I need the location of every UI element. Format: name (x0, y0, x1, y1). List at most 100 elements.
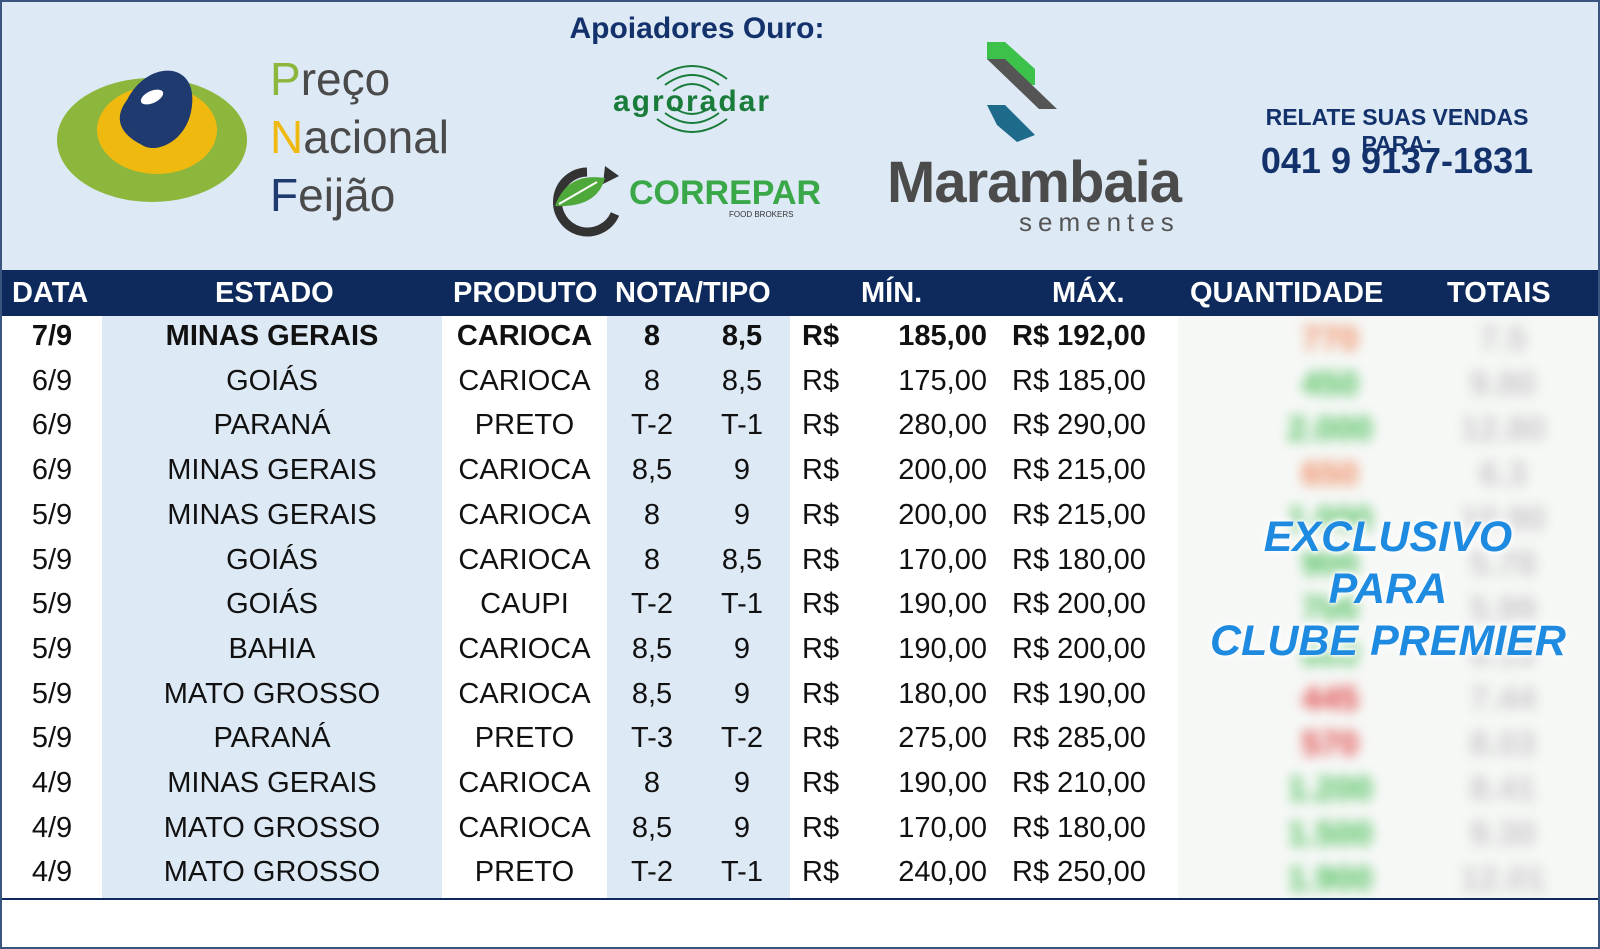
col-header-quantidade: QUANTIDADE (1190, 277, 1384, 309)
cell-date: 6/9 (31, 364, 73, 397)
cell-product: CARIOCA (458, 811, 591, 844)
cell-nota-1: 8 (643, 543, 661, 576)
price-table: 7/9 MINAS GERAIS CARIOCA 8 8,5 R$ 185,00 R$ 192… (2, 316, 1598, 898)
cell-date: 5/9 (31, 543, 73, 576)
cell-state: PARANÁ (213, 409, 331, 442)
header: Preço Nacional Feijão Apoiadores Ouro: a… (2, 2, 1598, 270)
table-row: 6/9 PARANÁ PRETO T-2 T-1 R$ 280,00 R$ 290,00 (2, 405, 1178, 450)
col-header-nota: NOTA/TIPO (615, 277, 771, 309)
cell-min-price: 190,00 (898, 588, 987, 621)
agroradar-logo: agroradar (577, 57, 807, 147)
cell-currency: R$ (802, 320, 840, 352)
cell-state: MATO GROSSO (163, 677, 381, 710)
col-header-max: MÁX. (1052, 277, 1125, 309)
cell-date: 6/9 (31, 454, 73, 487)
cell-nota-2: 9 (733, 454, 751, 487)
cell-currency: R$ (802, 588, 840, 621)
cell-currency: R$ (802, 364, 840, 397)
premium-line: CLUBE PREMIER (1210, 617, 1566, 665)
cell-date: 4/9 (31, 767, 73, 799)
cell-state: MINAS GERAIS (167, 498, 377, 531)
cell-nota-1: 8,5 (631, 632, 673, 665)
marambaia-logo: Marambaia sementes (887, 37, 1187, 237)
cell-nota-1: 8,5 (631, 811, 673, 844)
cell-nota-1: 8 (643, 767, 661, 799)
phone-number[interactable]: 041 9 9137-1831 (1260, 140, 1534, 181)
cell-product: PRETO (474, 722, 575, 755)
cell-max-price: R$ 200,00 (1012, 632, 1146, 665)
agroradar-wordmark: agroradar (612, 85, 772, 118)
column-band-estado (102, 316, 442, 898)
cell-max-price: R$ 180,00 (1012, 811, 1146, 844)
table-row: 5/9 MINAS GERAIS CARIOCA 8 9 R$ 200,00 R$ 215,0… (2, 495, 1178, 540)
cell-product: CARIOCA (458, 498, 591, 531)
cell-product: CARIOCA (458, 454, 591, 487)
cell-date: 4/9 (31, 856, 73, 889)
cell-currency: R$ (802, 767, 840, 799)
cell-nota-2: 9 (733, 811, 751, 844)
cell-min-price: 200,00 (898, 454, 987, 487)
cell-min-price: 280,00 (898, 409, 987, 442)
col-header-produto: PRODUTO (453, 277, 598, 309)
premium-locked-area[interactable]: 770 7.5 450 9.80 2.000 12.80 650 6.3 1.000 10… (1178, 316, 1598, 898)
cell-nota-2: 9 (733, 632, 751, 665)
cell-date: 5/9 (31, 588, 73, 621)
brand-word: reço (300, 53, 391, 105)
table-header: DATA ESTADO PRODUTO NOTA/TIPO MÍN. MÁX. … (2, 270, 1598, 316)
cell-currency: R$ (802, 454, 840, 487)
cell-min-price: 170,00 (898, 543, 987, 576)
cell-max-price: R$ 200,00 (1012, 588, 1146, 621)
supporters-title: Apoiadores Ouro: (569, 12, 825, 45)
premium-exclusive-banner: EXCLUSIVO PARA CLUBE PREMIER (1178, 511, 1598, 667)
brand-word: eijão (298, 169, 396, 221)
cell-nota-1: 8,5 (631, 454, 673, 487)
cell-product: CAUPI (480, 588, 569, 621)
table-row: 5/9 BAHIA CARIOCA 8,5 9 R$ 190,00 R$ 200,00 (2, 629, 1178, 674)
cell-state: PARANÁ (213, 722, 331, 755)
cell-currency: R$ (802, 632, 840, 665)
table-row: 4/9 MINAS GERAIS CARIOCA 8 9 R$ 190,00 R$ 210,0… (2, 763, 1178, 808)
cell-max-price: R$ 290,00 (1012, 409, 1146, 442)
cell-state: GOIÁS (226, 364, 318, 397)
cell-nota-2: 9 (733, 677, 751, 710)
cell-product: CARIOCA (456, 320, 593, 352)
table-row: 7/9 MINAS GERAIS CARIOCA 8 8,5 R$ 185,00 R$ 192… (2, 316, 1178, 361)
cell-currency: R$ (802, 811, 840, 844)
report-sales-label: RELATE SUAS VENDAS PARA: (1265, 104, 1529, 157)
cell-nota-2: T-2 (721, 722, 763, 755)
cell-nota-2: 8,5 (721, 320, 763, 352)
cell-min-price: 190,00 (898, 767, 987, 799)
cell-min-price: 180,00 (898, 677, 987, 710)
brand-letter: P (270, 53, 301, 105)
cell-nota-1: 8 (643, 364, 661, 397)
cell-nota-1: T-2 (631, 409, 673, 442)
cell-min-price: 200,00 (898, 498, 987, 531)
cell-state: MINAS GERAIS (167, 767, 377, 799)
marambaia-wordmark: Marambaia (887, 150, 1182, 215)
cell-product: PRETO (474, 409, 575, 442)
table-row: 5/9 PARANÁ PRETO T-3 T-2 R$ 275,00 R$ 285,00 (2, 718, 1178, 763)
cell-nota-2: 9 (733, 767, 751, 799)
cell-nota-1: 8,5 (631, 677, 673, 710)
cell-product: CARIOCA (458, 677, 591, 710)
table-row: 6/9 GOIÁS CARIOCA 8 8,5 R$ 175,00 R$ 185,00 (2, 361, 1178, 406)
cell-currency: R$ (802, 543, 840, 576)
correpar-subtitle: FOOD BROKERS (729, 210, 794, 219)
leaf-recycle-icon (553, 166, 620, 237)
premium-line: PARA (1328, 565, 1448, 613)
bean-logo-icon (57, 70, 247, 202)
cell-nota-2: T-1 (721, 856, 763, 889)
cell-min-price: 185,00 (898, 320, 987, 352)
cell-nota-2: T-1 (721, 588, 763, 621)
cell-max-price: R$ 190,00 (1012, 677, 1146, 710)
cell-nota-2: 8,5 (721, 543, 763, 576)
brand-word: acional (303, 111, 450, 163)
cell-min-price: 275,00 (898, 722, 987, 755)
cell-nota-1: T-2 (631, 588, 673, 621)
cell-date: 7/9 (31, 320, 73, 352)
table-row: 5/9 GOIÁS CARIOCA 8 8,5 R$ 170,00 R$ 180,00 (2, 540, 1178, 585)
cell-product: CARIOCA (458, 543, 591, 576)
col-header-estado: ESTADO (215, 277, 334, 309)
cell-state: GOIÁS (226, 543, 318, 576)
